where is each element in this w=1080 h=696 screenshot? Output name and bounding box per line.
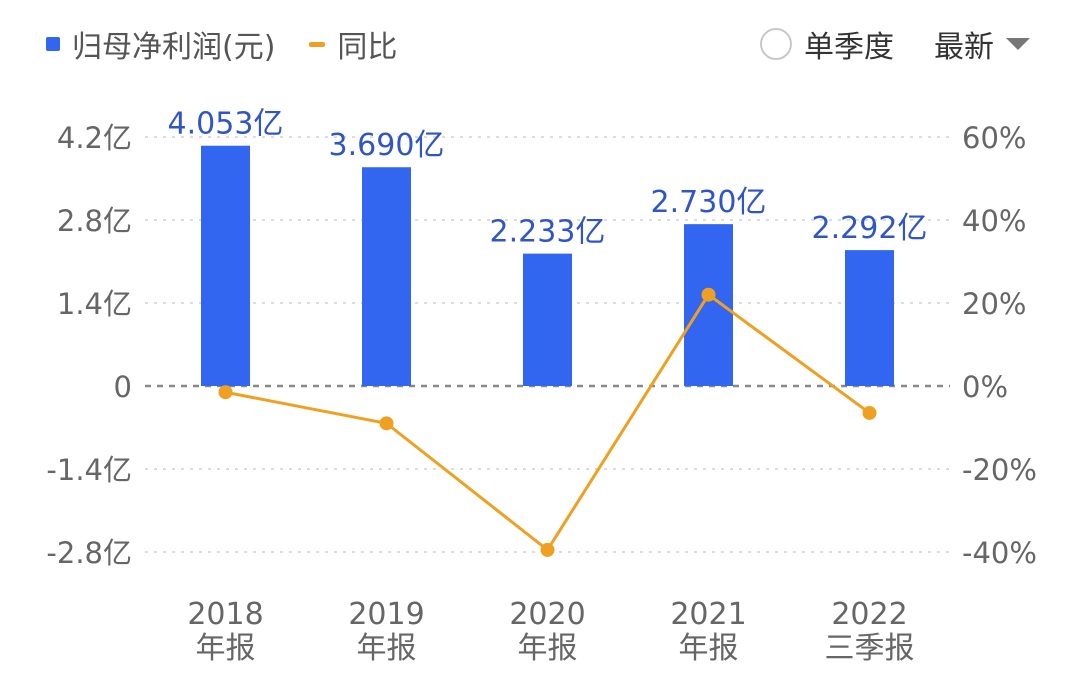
x-axis-tick-label: 2019 <box>348 597 424 632</box>
bar-value-label: 2.730亿 <box>651 185 767 220</box>
bar <box>684 224 733 386</box>
x-axis-tick-label: 年报 <box>518 631 578 666</box>
left-axis-tick-label: 4.2亿 <box>57 121 132 155</box>
yoy-point <box>540 542 555 557</box>
bar <box>845 250 894 386</box>
legend-item-net-profit: 归母净利润(元) <box>46 22 275 66</box>
x-axis-tick-label: 2018 <box>187 597 263 632</box>
right-axis-tick-label: -40% <box>962 536 1037 570</box>
left-axis-tick-label: 0 <box>114 370 132 404</box>
yoy-point <box>862 405 877 420</box>
x-axis-tick-label: 2022 <box>831 597 907 632</box>
latest-dropdown-label: 最新 <box>934 30 994 65</box>
bar-value-label: 2.292亿 <box>812 211 928 246</box>
left-axis-tick-label: -1.4亿 <box>46 453 132 487</box>
yoy-legend-label: 同比 <box>337 30 398 65</box>
right-axis-tick-label: 0% <box>962 370 1008 404</box>
left-axis-tick-label: 2.8亿 <box>57 204 132 238</box>
left-axis-tick-label: 1.4亿 <box>57 287 132 321</box>
bar <box>201 145 250 386</box>
x-axis-tick-label: 三季报 <box>825 631 915 666</box>
yoy-point <box>701 287 716 302</box>
right-axis-tick-label: 60% <box>962 121 1026 155</box>
chart-controls: 单季度 最新 <box>760 22 1030 66</box>
x-axis-tick-label: 2020 <box>509 597 585 632</box>
yoy-point <box>218 385 233 400</box>
chevron-down-icon <box>1006 38 1030 50</box>
bar-value-label: 3.690亿 <box>329 128 445 163</box>
yoy-point <box>379 416 394 431</box>
right-axis-tick-label: -20% <box>962 453 1037 487</box>
legend-item-yoy: 同比 <box>309 22 397 66</box>
x-axis-tick-label: 年报 <box>196 631 256 666</box>
x-axis-tick-label: 2021 <box>670 597 746 632</box>
net-profit-legend-label: 归母净利润(元) <box>72 30 276 65</box>
net-profit-swatch <box>46 37 60 51</box>
bar <box>362 167 411 386</box>
chart-legend: 归母净利润(元) 同比 <box>46 22 431 66</box>
bar <box>523 253 572 386</box>
right-axis-tick-label: 40% <box>962 204 1026 238</box>
latest-dropdown[interactable]: 最新 <box>934 22 1030 66</box>
x-axis-tick-label: 年报 <box>679 631 739 666</box>
left-axis-tick-label: -2.8亿 <box>46 536 132 570</box>
single-season-label[interactable]: 单季度 <box>804 30 894 65</box>
bar-value-label: 2.233亿 <box>490 215 606 250</box>
right-axis-tick-label: 20% <box>962 287 1026 321</box>
single-season-radio[interactable] <box>760 28 792 60</box>
x-axis-tick-label: 年报 <box>357 631 417 666</box>
bar-value-label: 4.053亿 <box>168 107 284 142</box>
yoy-swatch <box>309 41 326 47</box>
